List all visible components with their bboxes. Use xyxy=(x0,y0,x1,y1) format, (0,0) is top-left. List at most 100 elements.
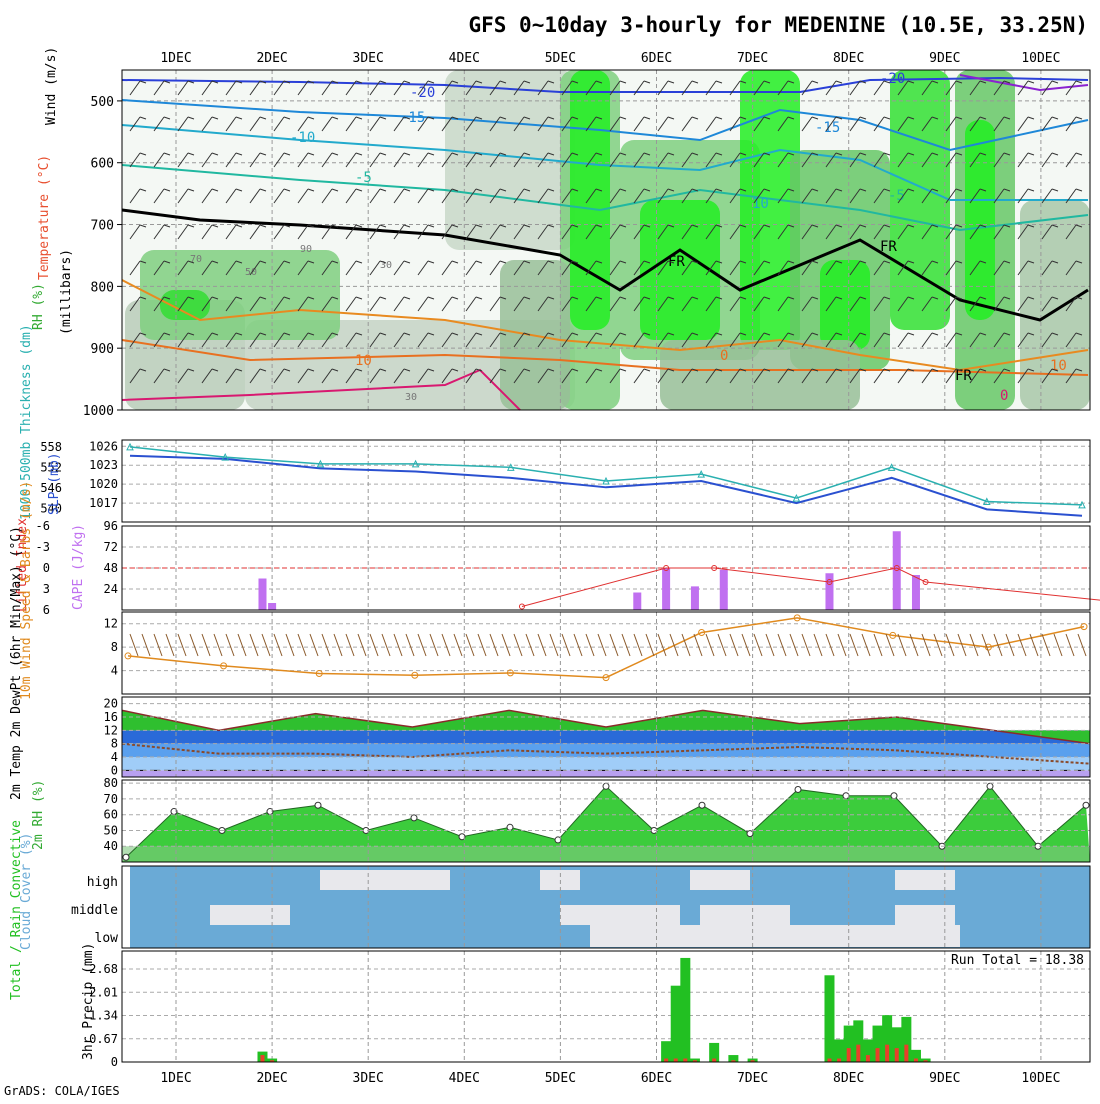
upper-wind-barb xyxy=(537,332,555,348)
precip-total-bar xyxy=(872,1025,883,1062)
precip-total-bar xyxy=(661,1041,672,1062)
cape-bar xyxy=(825,573,834,610)
upper-wind-barb xyxy=(633,116,651,132)
upper-wind-barb xyxy=(849,224,867,240)
bottom-day-label: 2DEC xyxy=(256,1071,287,1086)
surface-wind-barb xyxy=(273,633,283,657)
precip-total-bar xyxy=(853,1020,864,1062)
precip-convective-bar xyxy=(904,1044,909,1062)
isotherm-line xyxy=(121,164,1089,232)
ylabel-rh2m: 2m RH (%) xyxy=(31,780,46,850)
upper-wind-barb xyxy=(609,296,627,312)
upper-wind-barb xyxy=(561,260,579,276)
upper-wind-barb xyxy=(273,116,291,132)
precip-convective-bar xyxy=(260,1055,265,1062)
li-marker xyxy=(893,565,900,571)
upper-wind-barb xyxy=(417,296,435,312)
upper-wind-barb xyxy=(561,332,579,348)
upper-wind-barb xyxy=(801,188,819,204)
isotherm-label: -15 xyxy=(400,110,425,126)
upper-wind-barb xyxy=(1041,188,1059,204)
upper-wind-barb xyxy=(657,296,675,312)
upper-wind-barb xyxy=(465,332,483,348)
rh-contour-label: 30 xyxy=(405,392,417,403)
upper-wind-barb xyxy=(969,368,987,384)
upper-wind-barb xyxy=(393,332,411,348)
cloud-cell xyxy=(700,905,790,925)
thickness-marker xyxy=(982,497,991,505)
upper-wind-barb xyxy=(489,152,507,168)
precip-tick-label: 1.34 xyxy=(89,1009,118,1023)
upper-wind-barb xyxy=(129,116,147,132)
upper-wind-barb xyxy=(969,188,987,204)
surface-wind-barb xyxy=(717,633,727,657)
surface-wind-barb xyxy=(141,633,151,657)
upper-wind-barb xyxy=(969,332,987,348)
precip-convective-bar xyxy=(913,1058,918,1062)
isotherm-line xyxy=(121,99,1089,152)
upper-wind-barb xyxy=(297,116,315,132)
upper-wind-barb xyxy=(369,368,387,384)
surface-wind-barb xyxy=(633,633,643,657)
upper-wind-barb xyxy=(825,116,843,132)
cloud-tick-label: low xyxy=(95,931,119,946)
upper-wind-barb xyxy=(945,188,963,204)
surface-wind-barb xyxy=(297,633,307,657)
upper-wind-barb xyxy=(705,224,723,240)
surface-wind-barb xyxy=(741,633,751,657)
surface-wind-barb xyxy=(489,633,499,657)
li-tick-label: 6 xyxy=(43,603,50,617)
upper-wind-barb xyxy=(921,224,939,240)
temp-band xyxy=(122,730,1090,744)
upper-wind-barb xyxy=(177,260,195,276)
upper-wind-barb xyxy=(1017,188,1035,204)
upper-wind-barb xyxy=(561,296,579,312)
upper-wind-barb xyxy=(153,260,171,276)
upper-wind-barb xyxy=(825,332,843,348)
upper-wind-barb xyxy=(1017,368,1035,384)
temp-band xyxy=(122,743,1090,757)
upper-wind-barb xyxy=(249,296,267,312)
surface-wind-barb xyxy=(1077,633,1087,657)
upper-wind-barb xyxy=(417,368,435,384)
cape-bar xyxy=(662,568,671,610)
ylabel-temperature: Temperature (°C) xyxy=(37,155,52,280)
bottom-day-label: 8DEC xyxy=(833,1071,864,1086)
thickness-marker xyxy=(792,493,801,502)
upper-wind-barb xyxy=(657,80,675,96)
upper-wind-barb xyxy=(897,332,915,348)
upper-wind-barb xyxy=(873,116,891,132)
upper-wind-barb xyxy=(921,296,939,312)
upper-wind-barb xyxy=(777,116,795,132)
wind-speed-marker xyxy=(1080,623,1088,631)
rh-shade xyxy=(740,70,800,350)
cape-bar xyxy=(268,603,277,610)
wind-tick-label: 4 xyxy=(111,664,118,678)
isotherm-line xyxy=(121,279,1089,372)
wind-speed-marker xyxy=(793,614,801,622)
upper-wind-barb xyxy=(513,80,531,96)
upper-wind-barb xyxy=(225,332,243,348)
rh-tick-label: 60 xyxy=(104,808,118,822)
upper-wind-barb xyxy=(201,296,219,312)
temp-tick-label: 8 xyxy=(111,737,118,751)
upper-wind-barb xyxy=(1041,224,1059,240)
thickness-line xyxy=(129,446,1083,506)
cloud-frame xyxy=(121,865,1091,949)
upper-wind-barb xyxy=(561,224,579,240)
cloud-cell xyxy=(895,905,955,925)
upper-wind-barb xyxy=(441,152,459,168)
upper-wind-barb xyxy=(225,80,243,96)
upper-wind-barb xyxy=(585,332,603,348)
upper-wind-barb xyxy=(537,116,555,132)
thickness-marker xyxy=(126,442,134,451)
upper-wind-barb xyxy=(249,332,267,348)
upper-wind-barb xyxy=(273,332,291,348)
precip-convective-bar xyxy=(846,1048,851,1062)
li-tick-label: -6 xyxy=(36,519,50,533)
surface-wind-barb xyxy=(465,633,475,657)
upper-wind-barb xyxy=(633,296,651,312)
pressure-tick-label: 500 xyxy=(91,95,114,110)
upper-wind-barb xyxy=(729,332,747,348)
upper-wind-barb xyxy=(273,260,291,276)
